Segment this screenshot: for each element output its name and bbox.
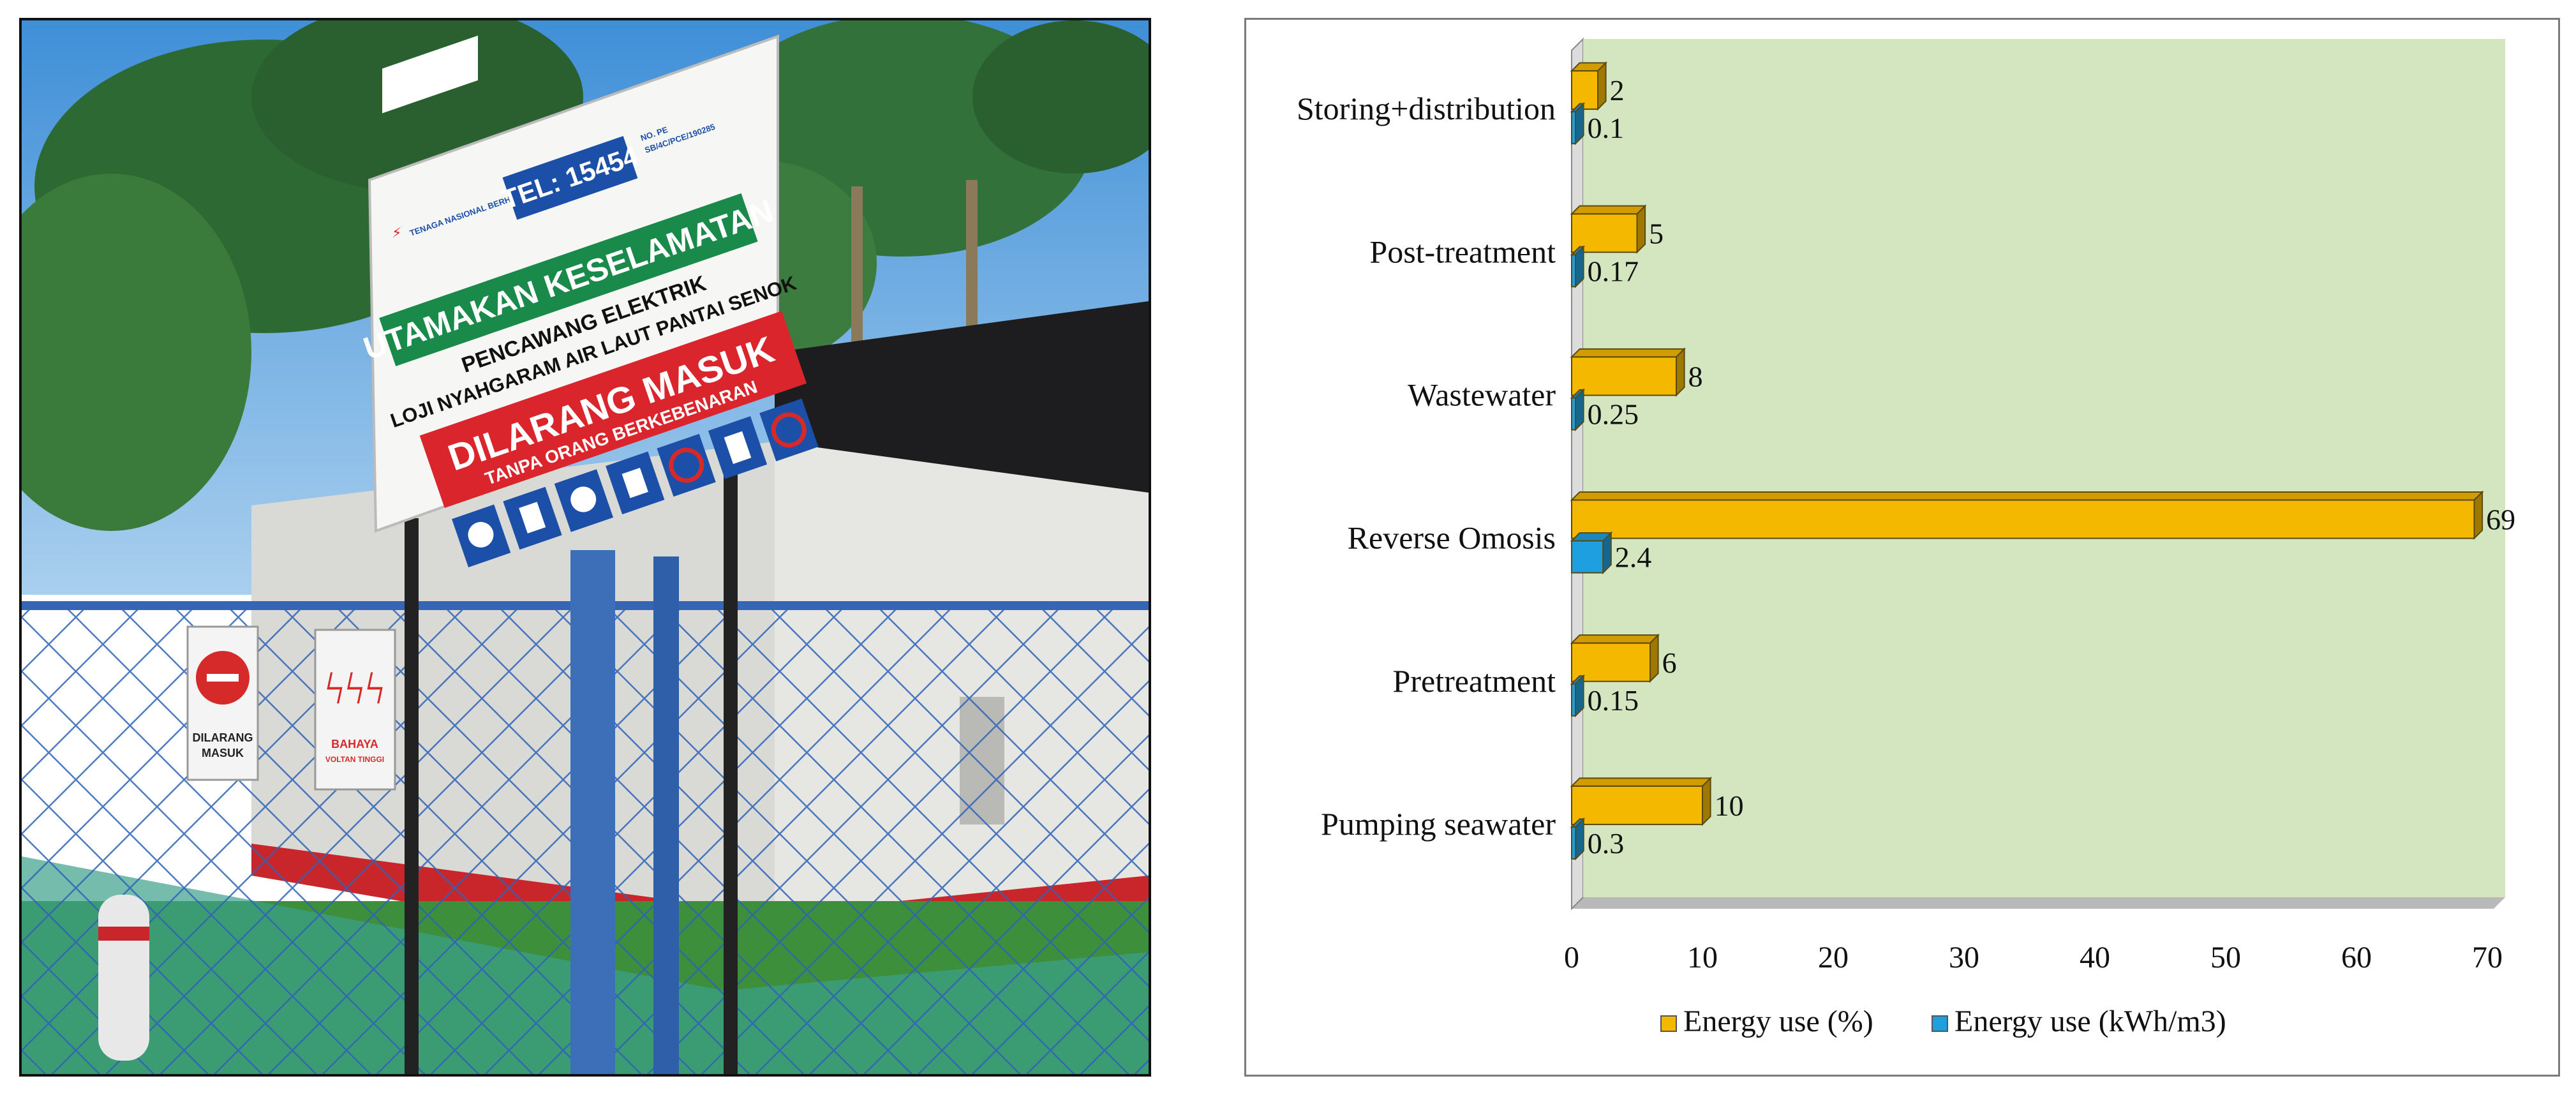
goggles-icon bbox=[570, 486, 597, 512]
danger-sign: ϟϟϟ BAHAYA VOLTAN TINGGI bbox=[314, 629, 396, 791]
category-label-pumping-seawater: Pumping seawater bbox=[1321, 806, 1556, 842]
no-entry-text-2: MASUK bbox=[202, 747, 244, 759]
x-tick-30: 30 bbox=[1949, 941, 1979, 974]
value-label-pumping-seawater-percent: 10 bbox=[1715, 789, 1744, 822]
value-label-wastewater-percent: 8 bbox=[1688, 360, 1703, 392]
x-axis-ticks: 0 10 20 30 40 50 60 70 bbox=[1564, 941, 2503, 974]
ppe-icons bbox=[452, 398, 819, 567]
x-tick-60: 60 bbox=[2341, 941, 2372, 974]
no-phone-icon bbox=[771, 412, 807, 448]
bar-wastewater-kwh bbox=[1570, 388, 1586, 431]
legend-swatch-energy-kwh bbox=[1932, 1015, 1948, 1032]
value-label-pumping-seawater-kwh: 0.3 bbox=[1588, 827, 1625, 860]
value-label-wastewater-kwh: 0.25 bbox=[1588, 398, 1639, 430]
gloves-icon bbox=[724, 431, 752, 465]
x-tick-40: 40 bbox=[2080, 941, 2110, 974]
value-label-reverse-omosis-kwh: 2.4 bbox=[1615, 541, 1652, 574]
bollard bbox=[98, 895, 149, 1061]
category-label-pretreatment: Pretreatment bbox=[1393, 663, 1556, 699]
lightning-icon: ϟϟϟ bbox=[325, 664, 385, 713]
no-fire-icon bbox=[669, 447, 704, 483]
legend-label-energy-kwh: Energy use (kWh/m3) bbox=[1954, 1004, 2226, 1038]
no-entry-sign: DILARANG MASUK bbox=[186, 625, 259, 781]
x-tick-10: 10 bbox=[1687, 941, 1718, 974]
value-label-storing-distribution-percent: 2 bbox=[1610, 74, 1625, 107]
x-tick-70: 70 bbox=[2472, 941, 2503, 974]
danger-text-1: BAHAYA bbox=[331, 738, 378, 750]
fence-post bbox=[570, 550, 615, 1074]
photo-illustration: DILARANG MASUK ϟϟϟ BAHAYA VOLTAN TINGGI … bbox=[22, 20, 1149, 1074]
bar-reverse-omosis-kwh bbox=[1570, 531, 1613, 574]
tnb-logo-icon: ⚡ bbox=[392, 225, 401, 241]
category-labels: Storing+distribution Post-treatment Wastew… bbox=[1297, 91, 1556, 842]
helmet-icon bbox=[468, 521, 494, 548]
danger-text-2: VOLTAN TINGGI bbox=[325, 755, 384, 764]
category-label-reverse-omosis: Reverse Omosis bbox=[1348, 520, 1556, 556]
category-label-post-treatment: Post-treatment bbox=[1369, 234, 1556, 269]
value-label-post-treatment-kwh: 0.17 bbox=[1588, 255, 1639, 287]
value-label-storing-distribution-kwh: 0.1 bbox=[1588, 112, 1625, 144]
value-label-pretreatment-percent: 6 bbox=[1662, 646, 1677, 679]
bar-reverse-omosis-percent bbox=[1570, 490, 2484, 540]
boots-icon bbox=[622, 467, 648, 498]
energy-chart: 2 0.1 5 0.17 8 0.25 69 2.4 6 0.15 10 0.3 Storing+di… bbox=[1244, 18, 2560, 1077]
bar-storing-distribution-kwh bbox=[1570, 102, 1586, 146]
bar-pumping-seawater-percent bbox=[1570, 776, 1713, 826]
value-label-post-treatment-percent: 5 bbox=[1649, 217, 1664, 250]
plot-background bbox=[1583, 39, 2505, 897]
x-tick-20: 20 bbox=[1818, 941, 1849, 974]
no-entry-text-1: DILARANG bbox=[193, 731, 253, 744]
category-label-wastewater: Wastewater bbox=[1408, 377, 1556, 412]
site-photo: DILARANG MASUK ϟϟϟ BAHAYA VOLTAN TINGGI … bbox=[19, 18, 1151, 1077]
bar-storing-distribution-percent bbox=[1570, 61, 1608, 111]
sign-pole bbox=[405, 518, 419, 1074]
x-tick-50: 50 bbox=[2210, 941, 2241, 974]
legend-swatch-energy-percent bbox=[1660, 1015, 1677, 1032]
category-label-storing-distribution: Storing+distribution bbox=[1297, 91, 1556, 126]
value-label-pretreatment-kwh: 0.15 bbox=[1588, 684, 1639, 717]
bar-post-treatment-percent bbox=[1570, 204, 1647, 254]
bar-pumping-seawater-kwh bbox=[1570, 817, 1586, 861]
bar-pretreatment-kwh bbox=[1570, 674, 1586, 718]
legend-label-energy-percent: Energy use (%) bbox=[1683, 1004, 1873, 1038]
bar-post-treatment-kwh bbox=[1570, 245, 1586, 288]
bar-pretreatment-percent bbox=[1570, 633, 1660, 683]
value-label-reverse-omosis-percent: 69 bbox=[2486, 504, 2515, 536]
legend: Energy use (%) Energy use (kWh/m3) bbox=[1660, 1004, 2226, 1038]
vest-icon bbox=[519, 502, 546, 534]
x-tick-0: 0 bbox=[1564, 941, 1579, 974]
chart-floor bbox=[1572, 897, 2505, 909]
bar-wastewater-percent bbox=[1570, 347, 1686, 397]
